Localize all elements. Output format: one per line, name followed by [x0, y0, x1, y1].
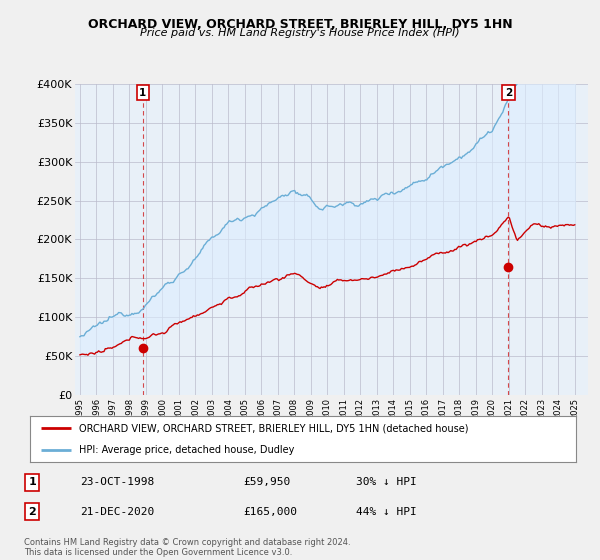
Text: 1: 1: [28, 477, 36, 487]
Text: 30% ↓ HPI: 30% ↓ HPI: [356, 477, 417, 487]
Text: ORCHARD VIEW, ORCHARD STREET, BRIERLEY HILL, DY5 1HN (detached house): ORCHARD VIEW, ORCHARD STREET, BRIERLEY H…: [79, 423, 469, 433]
Text: £165,000: £165,000: [244, 507, 298, 517]
Text: 1: 1: [139, 88, 146, 98]
Text: 2: 2: [505, 88, 512, 98]
Text: £59,950: £59,950: [244, 477, 291, 487]
Text: 2: 2: [28, 507, 36, 517]
Text: Contains HM Land Registry data © Crown copyright and database right 2024.
This d: Contains HM Land Registry data © Crown c…: [24, 538, 350, 557]
Text: 44% ↓ HPI: 44% ↓ HPI: [356, 507, 417, 517]
Text: 21-DEC-2020: 21-DEC-2020: [80, 507, 154, 517]
Text: ORCHARD VIEW, ORCHARD STREET, BRIERLEY HILL, DY5 1HN: ORCHARD VIEW, ORCHARD STREET, BRIERLEY H…: [88, 18, 512, 31]
Text: 23-OCT-1998: 23-OCT-1998: [80, 477, 154, 487]
Text: Price paid vs. HM Land Registry's House Price Index (HPI): Price paid vs. HM Land Registry's House …: [140, 28, 460, 38]
Text: HPI: Average price, detached house, Dudley: HPI: Average price, detached house, Dudl…: [79, 445, 295, 455]
